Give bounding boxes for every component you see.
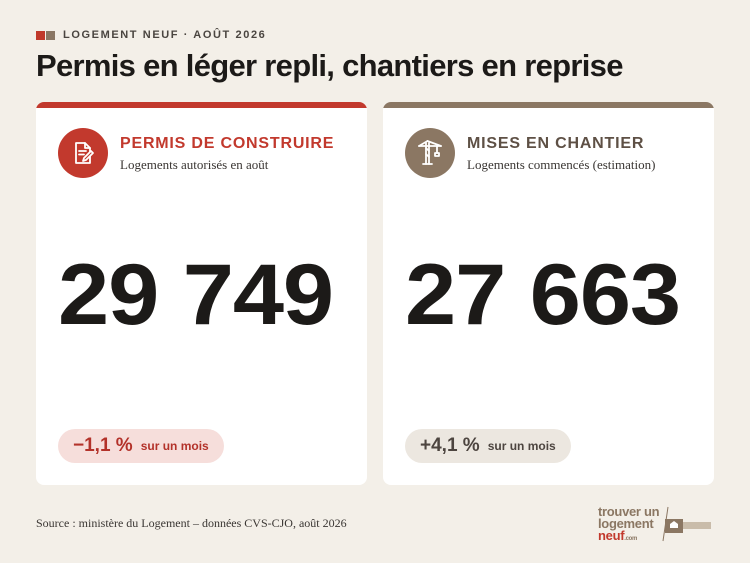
brand-logo[interactable]: trouver un logement neuf.com: [598, 505, 714, 545]
change-value: +4,1 %: [420, 435, 480, 456]
page-title: Permis en léger repli, chantiers en repr…: [36, 48, 623, 83]
logo-line-3: neuf.com: [598, 528, 638, 543]
change-period: sur un mois: [140, 439, 209, 453]
kicker-square-red: [36, 30, 45, 40]
document-pen-icon: [58, 128, 108, 178]
card-chantiers: MISES EN CHANTIER Logements commencés (e…: [383, 102, 714, 485]
source-note: Source : ministère du Logement – données…: [36, 516, 347, 530]
card-accent-bar: [383, 102, 714, 108]
card-value: 27 663: [405, 247, 681, 343]
card-subtitle: Logements autorisés en août: [120, 157, 269, 172]
card-label: PERMIS DE CONSTRUIRE: [120, 135, 335, 152]
card-permis: PERMIS DE CONSTRUIRE Logements autorisés…: [36, 102, 367, 485]
change-badge: +4,1 % sur un mois: [405, 429, 571, 463]
kicker-text: LOGEMENT NEUF · AOÛT 2026: [63, 29, 267, 41]
card-value: 29 749: [58, 247, 334, 343]
kicker: LOGEMENT NEUF · AOÛT 2026: [36, 29, 266, 41]
change-value: −1,1 %: [73, 435, 133, 456]
card-subtitle: Logements commencés (estimation): [467, 157, 656, 172]
crane-icon: [405, 128, 455, 178]
change-badge: −1,1 % sur un mois: [58, 429, 224, 463]
kicker-square-taupe: [46, 30, 55, 40]
card-label: MISES EN CHANTIER: [467, 135, 645, 152]
logo-line-2: logement: [598, 516, 654, 531]
house-key-icon: [662, 506, 711, 542]
card-accent-bar: [36, 102, 367, 108]
logo-line-1: trouver un: [598, 504, 660, 519]
change-period: sur un mois: [487, 439, 556, 453]
